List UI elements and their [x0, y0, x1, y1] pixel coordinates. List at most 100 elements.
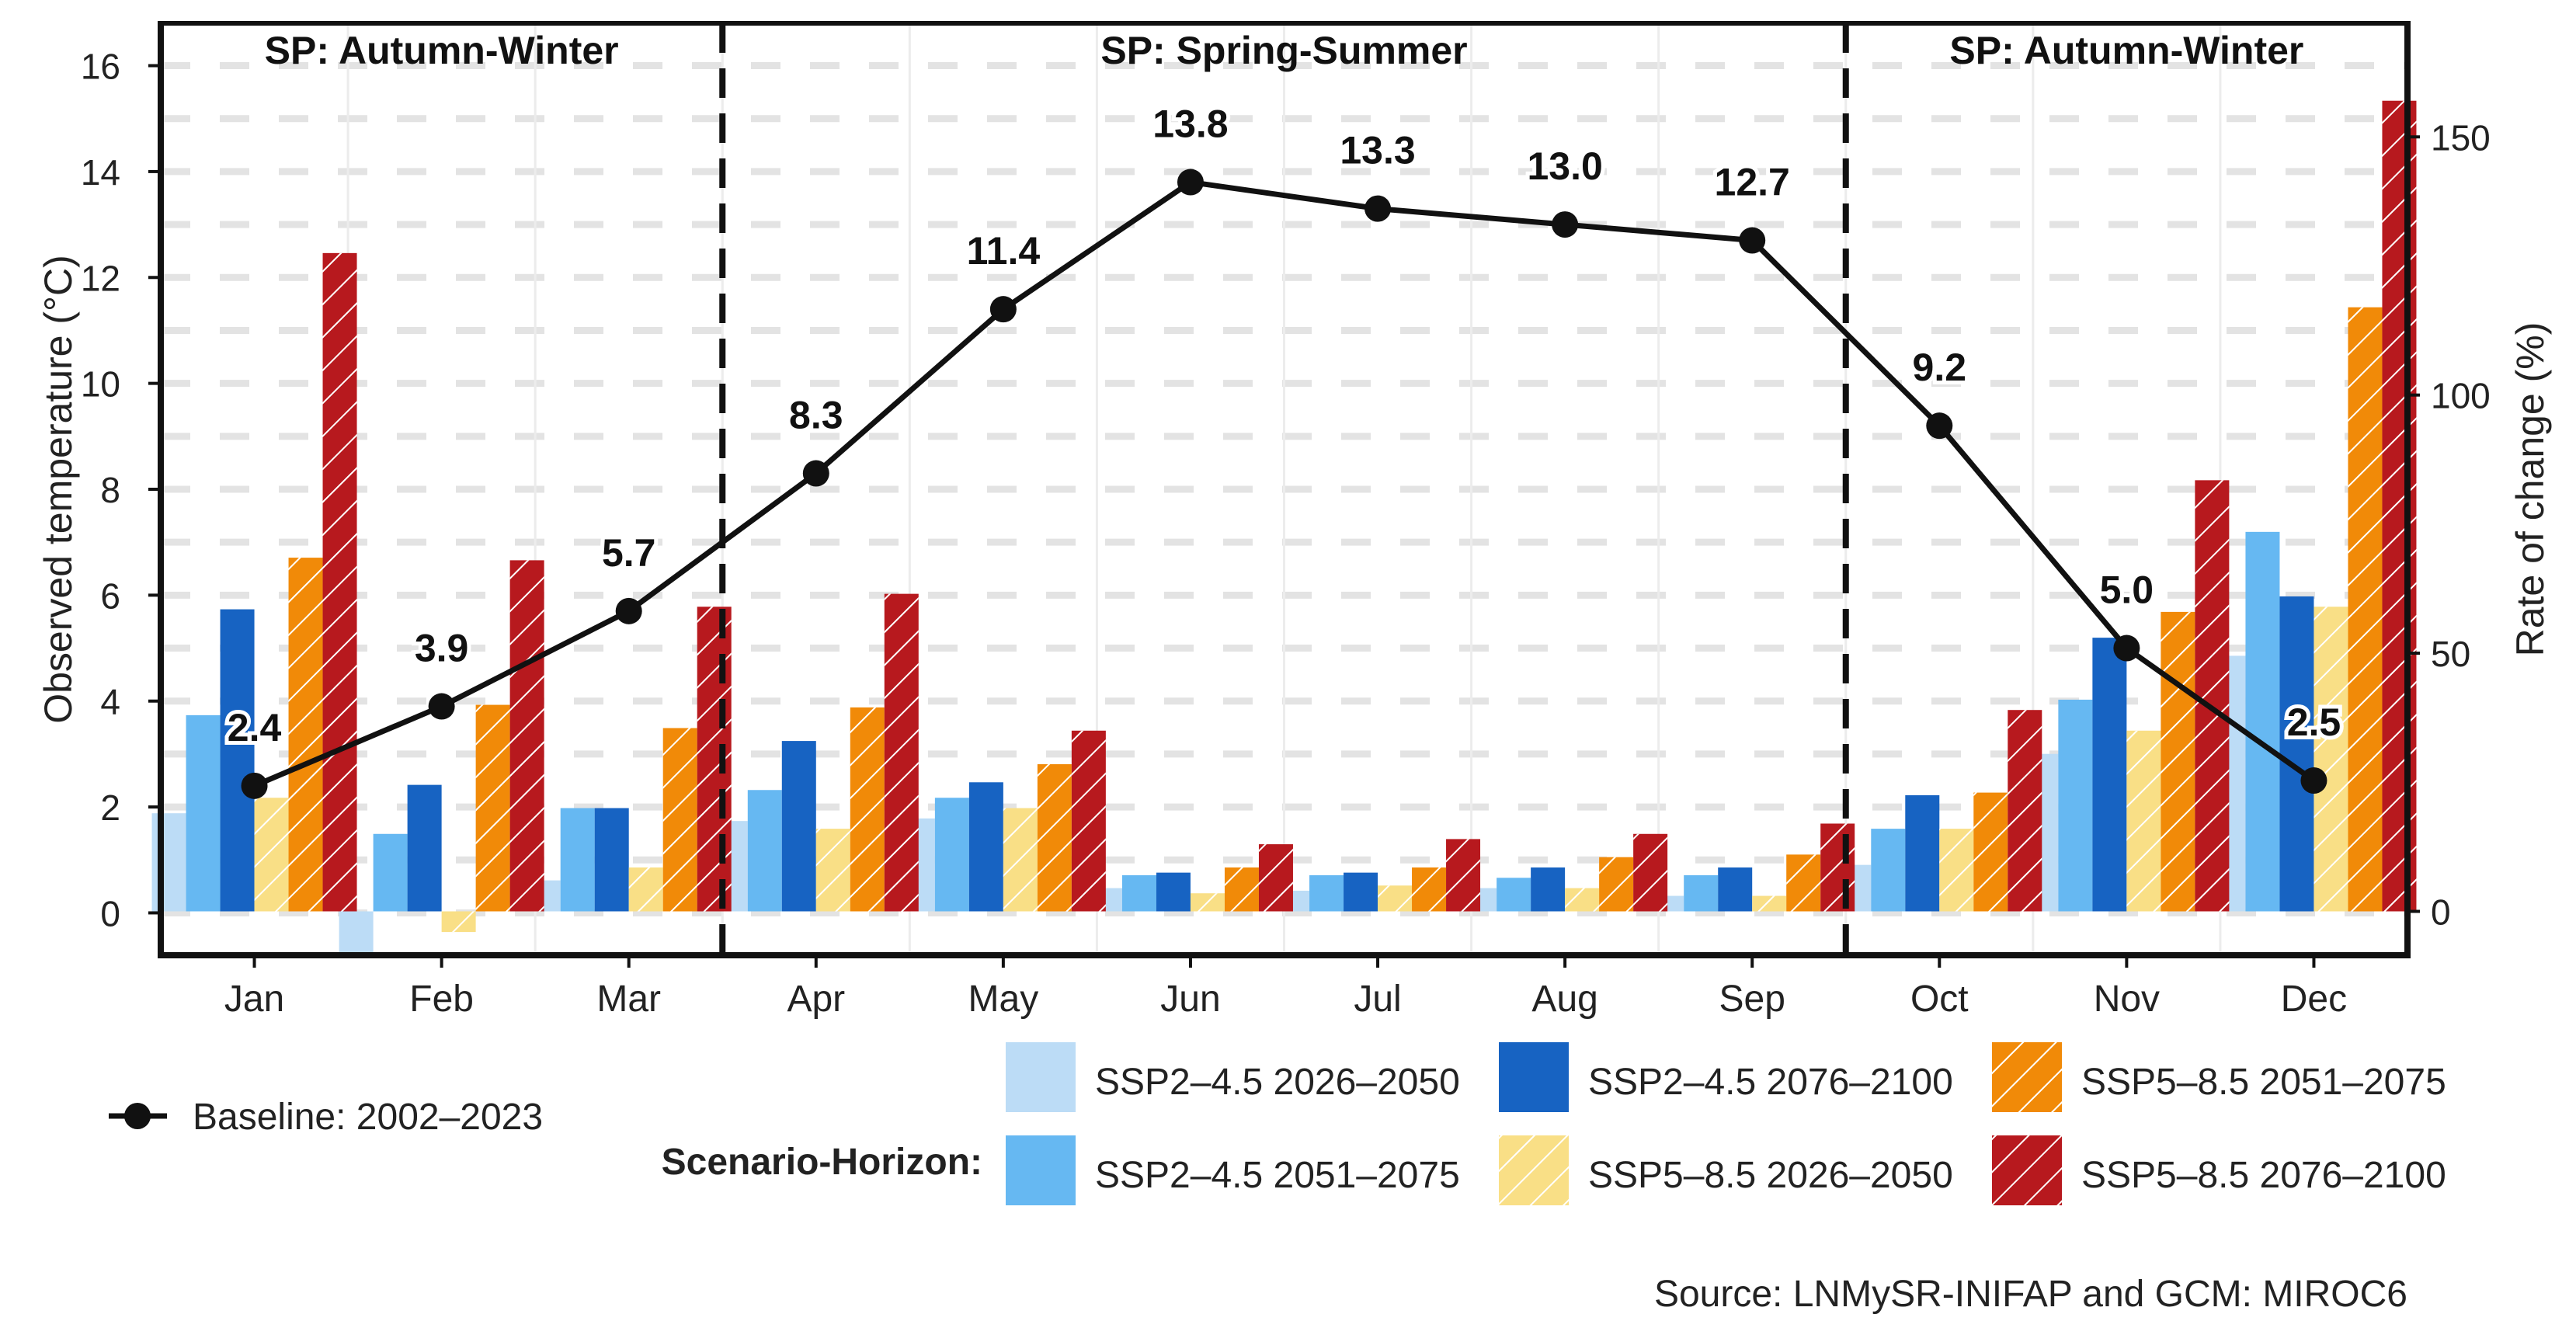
bar	[1905, 794, 1940, 912]
bar-hatch	[1412, 867, 1447, 912]
baseline-data-label: 8.3	[789, 394, 843, 437]
legend-swatch-hatch	[1992, 1135, 2062, 1205]
y-left-tick-label: 2	[100, 787, 120, 828]
period-label: SP: Autumn-Winter	[1949, 29, 2303, 72]
baseline-point	[241, 772, 268, 799]
x-tick-label: Feb	[409, 979, 474, 1020]
bar-hatch	[662, 728, 697, 912]
bar-hatch	[884, 593, 919, 912]
bar-hatch	[815, 829, 850, 912]
legend-label: SSP5–8.5 2051–2075	[2081, 1062, 2446, 1103]
legend-swatch-hatch	[1992, 1042, 2062, 1112]
baseline-data-label: 5.7	[602, 531, 656, 575]
legend-baseline-label: Baseline: 2002–2023	[193, 1097, 543, 1138]
chart-text: SP: Autumn-Winter SP: Spring-Summer SP: Au…	[37, 29, 2552, 1020]
bar-hatch	[1565, 888, 1600, 912]
bar	[1684, 874, 1719, 912]
y-left-tick-label: 0	[100, 893, 120, 933]
x-tick-label: Aug	[1531, 979, 1597, 1020]
bar-hatch	[1973, 792, 2008, 912]
y-left-tick-label: 12	[81, 258, 120, 298]
legend-label: SSP2–4.5 2076–2100	[1588, 1062, 1953, 1103]
legend-swatch	[1499, 1042, 1569, 1112]
bar-hatch	[288, 558, 323, 912]
x-tick-label: Jul	[1354, 979, 1401, 1020]
y-left-tick-label: 6	[100, 575, 120, 616]
x-tick-label: Oct	[1910, 979, 1969, 1020]
bar-hatch	[850, 707, 885, 912]
baseline-point	[428, 693, 455, 720]
y-right-tick-label: 0	[2431, 892, 2451, 932]
baseline-point	[802, 460, 829, 487]
bar-hatch	[441, 911, 476, 933]
y-right-tick-label: 150	[2431, 117, 2491, 158]
y-right-tick-label: 50	[2431, 634, 2470, 674]
bar-hatch	[322, 252, 357, 912]
y-left-tick-label: 10	[81, 364, 120, 405]
bar-hatch	[1820, 823, 1855, 912]
bar-hatch	[1258, 844, 1293, 912]
bar	[1344, 872, 1378, 912]
bar-hatch	[1190, 893, 1225, 912]
baseline-data-label: 13.0	[1527, 144, 1602, 188]
bar-hatch	[1003, 808, 1038, 912]
bar	[1497, 878, 1531, 912]
bar	[1156, 872, 1191, 912]
bar-hatch	[2126, 730, 2161, 912]
bar	[560, 808, 595, 912]
bar	[2279, 596, 2314, 912]
legend-label: SSP5–8.5 2026–2050	[1588, 1155, 1953, 1196]
legend-swatch	[1006, 1135, 1076, 1205]
bar-hatch	[1633, 833, 1668, 912]
bar-hatch	[254, 798, 289, 912]
axes	[148, 21, 2420, 968]
bar	[220, 609, 255, 912]
x-tick-label: Jun	[1160, 979, 1220, 1020]
bar	[373, 833, 408, 912]
bar	[2058, 699, 2093, 912]
bar-hatch	[2348, 307, 2383, 912]
y-left-tick-label: 8	[100, 470, 120, 510]
bar	[1309, 874, 1344, 912]
bar-hatch	[1071, 730, 1106, 912]
baseline-data-label: 2.4	[228, 706, 282, 749]
bar-hatch	[509, 560, 544, 912]
bar	[934, 798, 969, 912]
baseline-point	[989, 296, 1017, 323]
x-tick-label: May	[968, 979, 1039, 1020]
bar	[186, 714, 221, 912]
y-left-axis-title: Observed temperature (°C)	[37, 255, 80, 724]
bar-hatch	[1378, 885, 1413, 912]
bar-hatch	[2195, 480, 2230, 912]
baseline-data-label: 11.4	[967, 229, 1041, 273]
x-tick-label: Jan	[224, 979, 284, 1020]
bar	[339, 911, 374, 958]
baseline-line	[253, 179, 2316, 789]
bar	[2092, 638, 2127, 912]
legend-label: SSP5–8.5 2076–2100	[2081, 1155, 2446, 1196]
bar	[1121, 874, 1156, 912]
bar	[594, 808, 629, 912]
baseline-data-label: 13.3	[1340, 129, 1415, 172]
bar	[151, 813, 186, 912]
bar-hatch	[1786, 854, 1821, 912]
baseline-point	[615, 597, 642, 624]
x-tick-label: Mar	[596, 979, 661, 1020]
bar-hatch	[1939, 829, 1974, 912]
period-label: SP: Spring-Summer	[1100, 29, 1467, 72]
period-dividers	[719, 23, 1849, 955]
y-right-axis-title: Rate of change (%)	[2508, 322, 2552, 657]
bar	[747, 790, 782, 912]
bar-hatch	[2382, 100, 2417, 912]
bar-hatch	[1752, 895, 1787, 912]
x-tick-label: Dec	[2281, 979, 2347, 1020]
baseline-point	[1552, 211, 1579, 238]
baseline-data-label: 9.2	[1913, 346, 1967, 389]
y-right-tick-label: 100	[2431, 376, 2491, 416]
y-left-tick-label: 4	[100, 682, 120, 722]
bar	[781, 741, 816, 912]
baseline-point	[1926, 412, 1953, 440]
baseline-data-label: 5.0	[2100, 568, 2154, 612]
x-tick-label: Nov	[2094, 979, 2160, 1020]
